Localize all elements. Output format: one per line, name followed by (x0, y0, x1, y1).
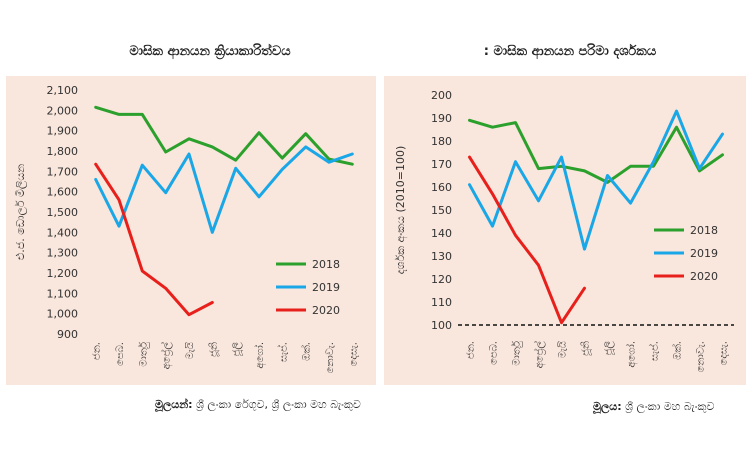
right-legend-label: 2018 (690, 224, 718, 237)
left-legend-label: 2019 (312, 281, 340, 294)
right-ytick-label: 200 (431, 89, 452, 102)
left-series-line-2019 (94, 145, 354, 234)
right-series-line-2019 (468, 109, 724, 251)
left-legend-label: 2018 (312, 258, 340, 271)
left-source-text: ශ්‍රී ලංකා රේගුව, ශ්‍රී ලංකා මහ බැංකුව (196, 398, 361, 411)
right-ytick-label: 110 (431, 296, 452, 309)
left-source-note: මූලයන්: ශ්‍රී ලංකා රේගුව, ශ්‍රී ලංකා මහ … (155, 398, 361, 412)
right-xtick-label: මාර්තු (511, 341, 523, 366)
right-xtick-label: පෙබ. (489, 341, 500, 365)
left-xtick-label: අගෝ. (253, 342, 266, 369)
right-ytick-label: 100 (431, 319, 452, 332)
right-xtick-label: ඔක්. (670, 341, 683, 360)
left-xtick-label: ඔක්. (300, 342, 313, 361)
right-legend-label: 2019 (690, 247, 718, 260)
right-xtick-label: මැයි (557, 341, 568, 359)
left-series-line-2018 (94, 105, 354, 166)
left-xtick-label: සැප්. (276, 342, 289, 362)
left-source-label: මූලයන්: (155, 398, 193, 411)
right-legend-label: 2020 (690, 270, 718, 283)
right-chart-svg: 200 190 180 170 160 150 140 130 120 110 100 දර්ශක අ… (394, 89, 734, 372)
left-xtick-label: මැයි (185, 342, 196, 360)
right-ytick-label: 170 (431, 158, 452, 171)
right-ytick-label: 150 (431, 204, 452, 217)
right-xtick-label: ජූනි (581, 341, 592, 356)
right-ytick-label: 190 (431, 112, 452, 125)
right-title-text: මාසික ආනයන පරිමා දර්ශකය (493, 44, 657, 59)
right-title-prefix: : (483, 44, 489, 59)
left-xtick-label: අප්‍රේල් (160, 342, 173, 370)
right-chart-area: 200 190 180 170 160 150 140 130 120 110 100 දර්ශක අ… (384, 76, 746, 385)
left-xtick-label: මාර්තු (137, 342, 149, 367)
left-ytick-label: 1,100 (47, 287, 79, 300)
right-xtick-label: දෙසැ. (719, 341, 730, 365)
right-xtick-label: අගෝ. (625, 341, 638, 368)
right-source-note: මූලය: ශ්‍රී ලංකා මහ බැංකුව (593, 400, 714, 414)
right-series-line-2020 (468, 155, 586, 325)
left-chart-area: 2,100 2,000 1,900 1,800 1,700 1,600 1,500 1,400… (6, 76, 376, 385)
left-ytick-label: 2,000 (47, 104, 79, 117)
left-ytick-label: 1,600 (47, 186, 79, 199)
left-ytick-label: 900 (57, 328, 78, 341)
right-source-label: මූලය: (593, 400, 622, 413)
left-ytick-label: 1,700 (47, 165, 79, 178)
right-xtick-label: නොවැ. (696, 341, 707, 372)
left-xtick-label: නොවැ. (325, 342, 336, 373)
left-ytick-label: 1,400 (47, 226, 79, 239)
left-chart-svg: 2,100 2,000 1,900 1,800 1,700 1,600 1,500 1,400… (14, 84, 359, 373)
left-ytick-label: 1,900 (47, 125, 79, 138)
left-xtick-label: ජූලි (232, 342, 243, 357)
left-xtick-label: ජූනි (208, 342, 219, 357)
left-xtick-label: පෙබ. (115, 342, 126, 366)
left-ytick-label: 2,100 (47, 84, 79, 97)
left-ytick-label: 1,800 (47, 145, 79, 158)
right-y-axis-label: දර්ශක අංකය (2010=100) (394, 146, 408, 275)
left-legend-label: 2020 (312, 304, 340, 317)
right-ytick-label: 130 (431, 250, 452, 263)
left-y-axis-label: එ.ජ. ඩොලර් මිලියන (14, 164, 28, 260)
left-xtick-label: ජන. (92, 342, 103, 360)
right-xtick-label: ජන. (466, 341, 477, 359)
left-series-line-2020 (94, 162, 214, 317)
right-xtick-label: අප්‍රේල් (532, 341, 545, 369)
right-ytick-label: 180 (431, 135, 452, 148)
left-xtick-label: දෙසැ. (348, 342, 359, 366)
left-ytick-label: 1,500 (47, 206, 79, 219)
right-ytick-label: 160 (431, 181, 452, 194)
right-xtick-label: සැප්. (647, 341, 660, 361)
left-ytick-label: 1,200 (47, 267, 79, 280)
left-chart-title: මාසික ආනයන ක්‍රියාකාරිත්වය (129, 44, 291, 59)
left-ytick-label: 1,000 (47, 308, 79, 321)
right-xtick-label: ජූලි (604, 341, 615, 356)
right-ytick-label: 120 (431, 273, 452, 286)
right-series-line-2018 (468, 118, 724, 184)
right-source-text: ශ්‍රී ලංකා මහ බැංකුව (625, 400, 715, 413)
right-chart-title: : මාසික ආනයන පරිමා දර්ශකය (420, 44, 720, 59)
right-ytick-label: 140 (431, 227, 452, 240)
left-ytick-label: 1,300 (47, 247, 79, 260)
